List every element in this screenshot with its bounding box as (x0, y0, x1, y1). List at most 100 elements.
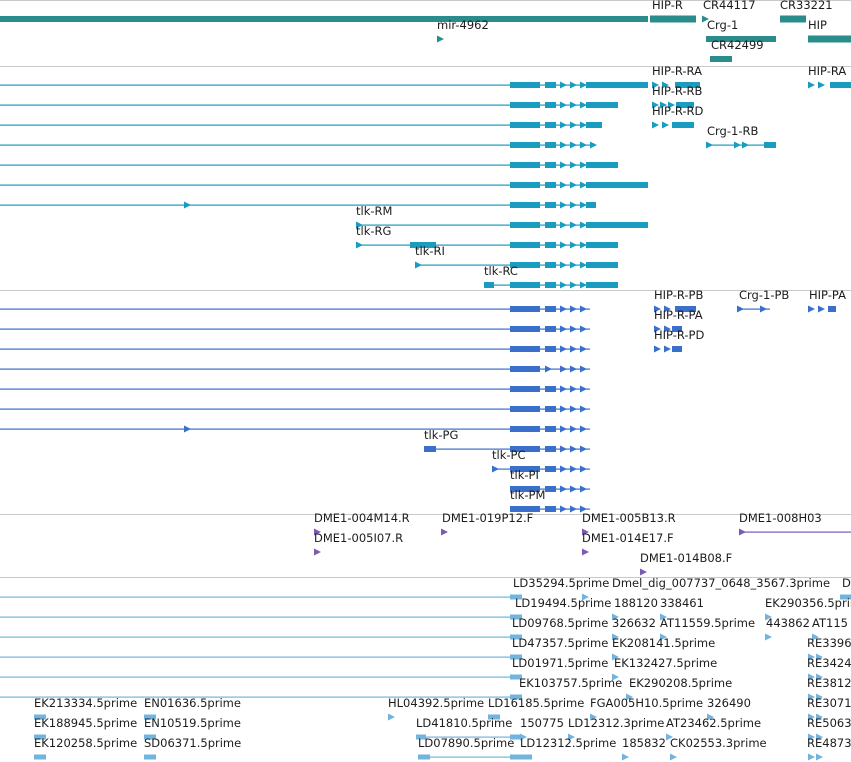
ests-feature-glyph[interactable] (0, 751, 851, 762)
genes-feature-glyph[interactable] (0, 33, 851, 45)
ests-feature-label[interactable]: AT11559.5prime (660, 616, 756, 630)
ests-feature-label[interactable]: 326490 (707, 696, 751, 710)
ests-feature-label[interactable]: EK208141.5prime (612, 636, 716, 650)
ests-feature-label[interactable]: EK103757.5prime (519, 676, 623, 690)
proteins-feature-label[interactable]: tlk-PM (510, 488, 546, 502)
proteins-feature-label[interactable]: Crg-1-PB (739, 288, 790, 302)
ests-feature-label[interactable]: 326632 (612, 616, 656, 630)
ests-feature-glyph[interactable] (0, 751, 851, 762)
genes-feature-label[interactable]: CR44117 (703, 0, 756, 12)
ests-feature-glyph[interactable] (0, 631, 851, 643)
proteins-feature-glyph[interactable] (0, 503, 851, 515)
ests-feature-label[interactable]: FGA005H10.5prime (590, 696, 704, 710)
ests-feature-glyph[interactable] (0, 751, 851, 762)
transcripts-feature-label[interactable]: HIP-RA (808, 64, 847, 78)
ests-feature-glyph[interactable] (0, 591, 851, 603)
ests-feature-glyph[interactable] (0, 731, 851, 743)
proteins-feature-glyph[interactable] (0, 423, 851, 435)
ests-feature-label[interactable]: EK120258.5prime (34, 736, 138, 750)
ests-feature-label[interactable]: LD35294.5prime (513, 576, 610, 590)
ests-feature-label[interactable]: LD09768.5prime (512, 616, 609, 630)
probes-feature-label[interactable]: DME1-005I07.R (314, 531, 404, 545)
ests-feature-label[interactable]: RE3812 (807, 676, 851, 690)
transcripts-feature-glyph[interactable] (0, 259, 851, 271)
ests-feature-glyph[interactable] (0, 691, 851, 703)
transcripts-feature-label[interactable]: tlk-RI (415, 244, 445, 258)
ests-feature-label[interactable]: 443862 (766, 616, 810, 630)
probes-feature-glyph[interactable] (0, 526, 851, 538)
ests-feature-label[interactable]: LD07890.5prime (418, 736, 515, 750)
genes-feature-label[interactable]: mir-4962 (437, 18, 489, 32)
probes-feature-label[interactable]: DME1-005B13.R (582, 511, 676, 525)
proteins-feature-glyph[interactable] (0, 323, 851, 335)
genes-feature-glyph[interactable] (0, 13, 851, 25)
ests-feature-glyph[interactable] (0, 731, 851, 743)
transcripts-feature-label[interactable]: tlk-RC (484, 264, 518, 278)
ests-feature-glyph[interactable] (0, 731, 851, 743)
ests-feature-label[interactable]: LD47357.5prime (512, 636, 609, 650)
ests-feature-label[interactable]: AT23462.5prime (666, 716, 762, 730)
genes-feature-glyph[interactable] (0, 33, 851, 45)
ests-feature-label[interactable]: 188120 (614, 596, 658, 610)
probes-feature-glyph[interactable] (0, 526, 851, 538)
probes-feature-label[interactable]: DME1-004M14.R (314, 511, 410, 525)
ests-feature-glyph[interactable] (0, 591, 851, 603)
proteins-feature-glyph[interactable] (0, 483, 851, 495)
proteins-feature-glyph[interactable] (0, 363, 851, 375)
ests-feature-label[interactable]: LD16185.5prime (488, 696, 585, 710)
ests-feature-label[interactable]: EK290208.5prime (629, 676, 733, 690)
ests-feature-glyph[interactable] (0, 611, 851, 623)
ests-feature-label[interactable]: LD12312.5prime (520, 736, 617, 750)
ests-feature-glyph[interactable] (0, 731, 851, 743)
proteins-feature-label[interactable]: tlk-PC (492, 448, 526, 462)
ests-feature-label[interactable]: RE3396 (807, 636, 851, 650)
transcripts-feature-glyph[interactable] (0, 99, 851, 111)
transcripts-feature-glyph[interactable] (0, 199, 851, 211)
proteins-feature-glyph[interactable] (0, 323, 851, 335)
ests-feature-label[interactable]: Dmel_dig_007737_0648_3567.3prime (612, 576, 831, 590)
genes-feature-glyph[interactable] (0, 13, 851, 25)
ests-feature-glyph[interactable] (0, 711, 851, 723)
probes-feature-label[interactable]: DME1-014E17.F (582, 531, 674, 545)
transcripts-feature-glyph[interactable] (0, 119, 851, 131)
genes-feature-glyph[interactable] (0, 33, 851, 45)
proteins-feature-glyph[interactable] (0, 303, 851, 315)
probes-feature-label[interactable]: DME1-019P12.F (442, 511, 534, 525)
genes-feature-label[interactable]: CR33221 (780, 0, 833, 12)
ests-feature-label[interactable]: 185832 (622, 736, 666, 750)
transcripts-feature-glyph[interactable] (0, 119, 851, 131)
ests-feature-glyph[interactable] (0, 651, 851, 663)
ests-feature-label[interactable]: LD19494.5prime (515, 596, 612, 610)
ests-feature-label[interactable]: RE4873 (807, 736, 851, 750)
proteins-feature-glyph[interactable] (0, 303, 851, 315)
ests-feature-glyph[interactable] (0, 631, 851, 643)
ests-feature-glyph[interactable] (0, 631, 851, 643)
proteins-feature-glyph[interactable] (0, 303, 851, 315)
ests-feature-glyph[interactable] (0, 711, 851, 723)
transcripts-feature-label[interactable]: tlk-RM (356, 204, 393, 218)
proteins-feature-label[interactable]: tlk-PI (510, 468, 539, 482)
genes-feature-label[interactable]: Crg-1 (707, 18, 739, 32)
proteins-feature-label[interactable]: HIP-PA (809, 288, 846, 302)
ests-feature-label[interactable]: EK213334.5prime (34, 696, 138, 710)
transcripts-feature-label[interactable]: Crg-1-RB (707, 124, 759, 138)
proteins-feature-glyph[interactable] (0, 343, 851, 355)
ests-feature-glyph[interactable] (0, 651, 851, 663)
ests-feature-label[interactable]: AT115 (812, 616, 848, 630)
genes-feature-glyph[interactable] (0, 53, 851, 65)
transcripts-feature-glyph[interactable] (0, 179, 851, 191)
ests-feature-glyph[interactable] (0, 731, 851, 743)
transcripts-feature-glyph[interactable] (0, 139, 851, 151)
probes-feature-glyph[interactable] (0, 566, 851, 578)
ests-feature-label[interactable]: LD12312.3prime (568, 716, 665, 730)
ests-feature-label[interactable]: EN10519.5prime (144, 716, 241, 730)
proteins-feature-glyph[interactable] (0, 443, 851, 455)
ests-feature-glyph[interactable] (0, 611, 851, 623)
ests-feature-label[interactable]: D (842, 576, 851, 590)
ests-feature-glyph[interactable] (0, 731, 851, 743)
ests-feature-label[interactable]: LD41810.5prime (416, 716, 513, 730)
ests-feature-glyph[interactable] (0, 711, 851, 723)
ests-feature-label[interactable]: HL04392.5prime (388, 696, 485, 710)
ests-feature-glyph[interactable] (0, 671, 851, 683)
transcripts-feature-glyph[interactable] (0, 159, 851, 171)
